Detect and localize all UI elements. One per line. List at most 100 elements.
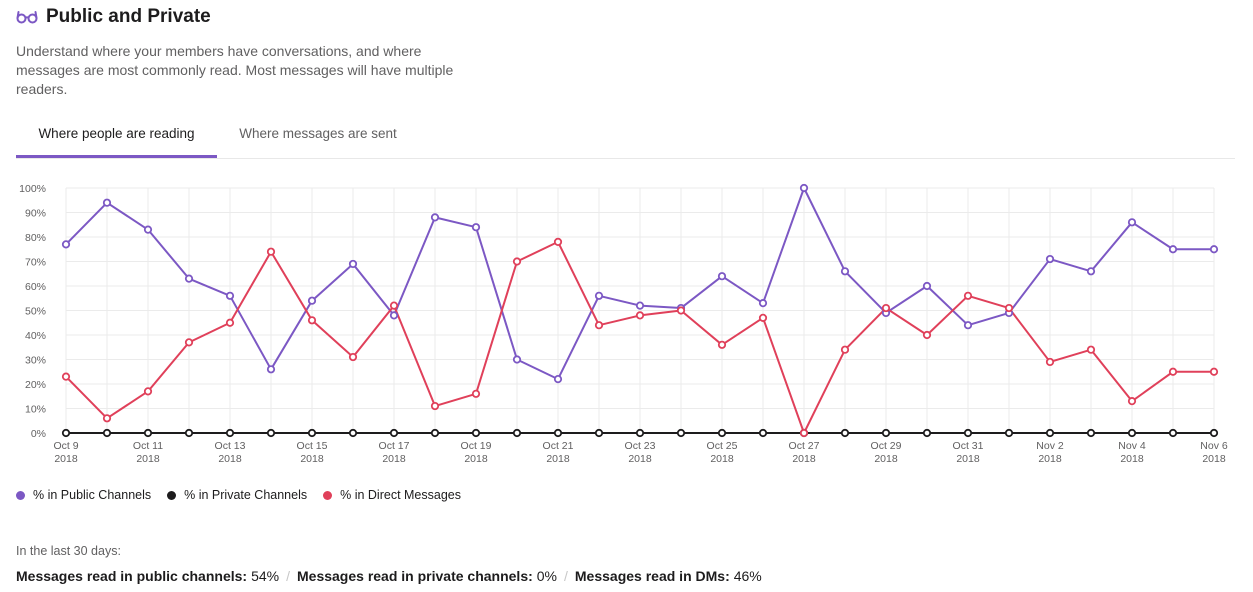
- x-tick-label: Oct 11: [133, 440, 163, 452]
- x-tick-label: Nov 4: [1118, 440, 1146, 452]
- data-point-dm: [348, 352, 358, 362]
- chart-legend: % in Public Channels % in Private Channe…: [16, 488, 477, 502]
- data-point-public: [1127, 218, 1137, 227]
- data-point-private: [758, 428, 768, 438]
- x-tick-label: Oct 13: [215, 440, 246, 452]
- legend-label-public: % in Public Channels: [33, 488, 152, 502]
- legend-item-dm: % in Direct Messages: [323, 488, 461, 502]
- data-point-private: [963, 428, 973, 438]
- data-point-dm: [1045, 357, 1055, 367]
- data-point-public: [758, 299, 768, 308]
- stat-public-label: Messages read in public channels:: [16, 568, 248, 584]
- data-point-public: [225, 291, 235, 300]
- data-point-public: [840, 267, 850, 276]
- data-point-public: [471, 223, 481, 232]
- data-point-public: [61, 240, 71, 249]
- data-point-public: [430, 213, 440, 222]
- data-point-dm: [471, 389, 481, 398]
- data-point-dm: [676, 306, 686, 315]
- y-tick-label: 30%: [25, 355, 46, 367]
- data-point-dm: [389, 301, 399, 310]
- data-point-public: [1209, 245, 1219, 254]
- data-point-dm: [594, 321, 604, 330]
- glasses-icon: [16, 11, 38, 24]
- x-tick-label: 2018: [464, 453, 488, 465]
- data-point-public: [963, 321, 973, 330]
- x-tick-label: 2018: [218, 453, 242, 465]
- data-point-private: [1168, 428, 1178, 438]
- data-point-private: [1045, 428, 1055, 438]
- data-point-dm: [430, 401, 440, 411]
- tab-where-messages-are-sent[interactable]: Where messages are sent: [239, 126, 397, 141]
- data-point-dm: [1127, 397, 1137, 406]
- data-point-dm: [1004, 303, 1014, 313]
- data-point-dm: [225, 318, 235, 327]
- stat-private-value: 0%: [536, 568, 557, 584]
- legend-item-public: % in Public Channels: [16, 488, 151, 502]
- section-header: Public and Private: [16, 6, 211, 28]
- data-point-private: [348, 428, 358, 438]
- data-point-dm: [553, 237, 563, 247]
- data-point-public: [1168, 245, 1178, 254]
- data-point-public: [102, 198, 112, 207]
- data-point-dm: [102, 414, 112, 423]
- y-tick-label: 20%: [25, 379, 46, 391]
- y-tick-label: 40%: [25, 330, 46, 342]
- data-point-private: [102, 428, 112, 438]
- data-point-dm: [307, 316, 317, 325]
- data-point-public: [143, 225, 153, 234]
- x-tick-label: Oct 27: [789, 440, 820, 452]
- data-point-private: [676, 428, 686, 438]
- data-point-public: [1086, 267, 1096, 276]
- data-point-private: [1086, 428, 1096, 438]
- x-tick-label: 2018: [546, 453, 570, 465]
- stat-dm-label: Messages read in DMs:: [574, 568, 730, 584]
- x-tick-label: Oct 31: [953, 440, 984, 452]
- legend-label-private: % in Private Channels: [184, 488, 308, 502]
- stat-public-value: 54%: [251, 568, 280, 584]
- y-tick-label: 0%: [31, 428, 46, 440]
- data-point-public: [266, 365, 276, 374]
- x-tick-label: 2018: [300, 453, 324, 465]
- tab-where-people-are-reading[interactable]: Where people are reading: [16, 118, 217, 158]
- data-point-public: [184, 274, 194, 283]
- data-point-private: [881, 428, 891, 438]
- x-tick-label: 2018: [1202, 453, 1226, 465]
- data-point-private: [225, 428, 235, 438]
- y-tick-label: 80%: [25, 232, 46, 244]
- data-point-dm: [266, 247, 276, 256]
- x-tick-label: Oct 17: [379, 440, 410, 452]
- x-tick-label: Nov 6: [1200, 440, 1228, 452]
- data-point-public: [389, 311, 399, 320]
- data-point-private: [389, 428, 399, 438]
- data-point-public: [1045, 254, 1055, 264]
- y-tick-label: 50%: [25, 306, 46, 318]
- y-tick-label: 100%: [19, 183, 46, 195]
- y-tick-label: 90%: [25, 208, 46, 220]
- x-tick-label: Oct 15: [297, 440, 328, 452]
- x-tick-label: 2018: [54, 453, 78, 465]
- x-tick-label: 2018: [628, 453, 652, 465]
- data-point-public: [594, 291, 604, 300]
- data-point-public: [922, 281, 932, 291]
- legend-dot-dm: [323, 490, 333, 500]
- x-tick-label: 2018: [1038, 453, 1062, 465]
- data-point-dm: [840, 345, 850, 354]
- x-tick-label: Oct 21: [543, 440, 574, 452]
- data-point-dm: [1168, 367, 1178, 376]
- data-point-public: [635, 301, 645, 310]
- data-point-dm: [799, 428, 809, 438]
- x-tick-label: 2018: [1120, 453, 1144, 465]
- data-point-public: [307, 296, 317, 305]
- data-point-dm: [512, 257, 522, 266]
- x-tick-label: 2018: [136, 453, 160, 465]
- y-tick-label: 10%: [25, 404, 46, 416]
- data-point-private: [266, 428, 276, 438]
- data-point-dm: [635, 311, 645, 320]
- x-tick-label: 2018: [874, 453, 898, 465]
- x-tick-label: Oct 25: [707, 440, 738, 452]
- data-point-dm: [1209, 367, 1219, 376]
- data-point-public: [348, 259, 358, 269]
- x-tick-label: Oct 29: [871, 440, 902, 452]
- stat-dm-value: 46%: [733, 568, 762, 584]
